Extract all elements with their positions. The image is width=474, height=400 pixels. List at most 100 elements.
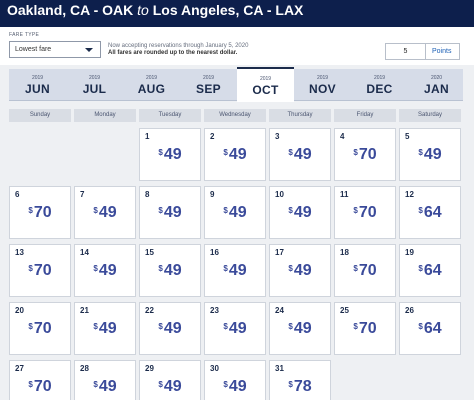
reservation-notice: Now accepting reservations through Janua… — [108, 43, 278, 57]
day-cell[interactable]: 25 $70 — [334, 302, 396, 355]
month-tab-year: 2019 — [316, 75, 329, 81]
day-fare[interactable]: $64 — [400, 262, 460, 280]
month-tab-name: NOV — [309, 82, 336, 96]
day-fare[interactable]: $49 — [75, 262, 135, 280]
day-cell[interactable]: 24 $49 — [269, 302, 331, 355]
month-tab-nov[interactable]: 2019 NOV — [294, 69, 351, 101]
day-cell[interactable]: 23 $49 — [204, 302, 266, 355]
day-cell[interactable]: 2 $49 — [204, 128, 266, 181]
day-cell[interactable]: 22 $49 — [139, 302, 201, 355]
currency-symbol: $ — [288, 380, 293, 389]
day-cell[interactable]: 19 $64 — [399, 244, 461, 297]
currency-symbol: $ — [223, 322, 228, 331]
day-cell[interactable]: 1 $49 — [139, 128, 201, 181]
route-header: Oakland, CA - OAK to Los Angeles, CA - L… — [0, 0, 474, 27]
day-cell[interactable]: 3 $49 — [269, 128, 331, 181]
fare-amount: 70 — [33, 262, 52, 279]
day-cell[interactable]: 8 $49 — [139, 186, 201, 239]
day-cell[interactable]: 14 $49 — [74, 244, 136, 297]
day-fare[interactable]: $78 — [270, 378, 330, 396]
day-fare[interactable]: $70 — [10, 320, 70, 338]
points-unit-label[interactable]: Points — [432, 48, 452, 55]
month-tab-name: SEP — [196, 82, 221, 96]
day-cell[interactable]: 6 $70 — [9, 186, 71, 239]
month-tab-name: JUN — [25, 82, 50, 96]
day-fare[interactable]: $49 — [75, 378, 135, 396]
weekday-header: Wednesday — [204, 109, 266, 122]
day-cell[interactable]: 7 $49 — [74, 186, 136, 239]
day-cell[interactable]: 10 $49 — [269, 186, 331, 239]
day-fare[interactable]: $49 — [75, 204, 135, 222]
day-cell[interactable]: 11 $70 — [334, 186, 396, 239]
day-cell[interactable]: 27 $70 — [9, 360, 71, 400]
day-number: 8 — [145, 190, 150, 199]
day-cell[interactable]: 13 $70 — [9, 244, 71, 297]
day-cell[interactable]: 12 $64 — [399, 186, 461, 239]
day-fare[interactable]: $49 — [140, 320, 200, 338]
day-cell[interactable]: 5 $49 — [399, 128, 461, 181]
day-cell[interactable]: 17 $49 — [269, 244, 331, 297]
day-number: 27 — [15, 364, 24, 373]
day-cell[interactable]: 21 $49 — [74, 302, 136, 355]
day-fare[interactable]: $49 — [140, 204, 200, 222]
currency-symbol: $ — [418, 264, 423, 273]
fare-type-dropdown[interactable]: Lowest fare — [9, 41, 101, 58]
day-fare[interactable]: $49 — [205, 204, 265, 222]
currency-symbol: $ — [288, 264, 293, 273]
day-cell[interactable]: 26 $64 — [399, 302, 461, 355]
day-cell[interactable]: 4 $70 — [334, 128, 396, 181]
day-fare[interactable]: $70 — [10, 204, 70, 222]
day-cell[interactable]: 29 $49 — [139, 360, 201, 400]
fare-amount: 49 — [163, 378, 182, 395]
day-cell[interactable]: 31 $78 — [269, 360, 331, 400]
day-fare[interactable]: $49 — [270, 262, 330, 280]
month-tab-year: 2019 — [145, 75, 158, 81]
currency-symbol: $ — [158, 380, 163, 389]
month-tab-jun[interactable]: 2019 JUN — [9, 69, 66, 101]
month-tab-jan[interactable]: 2020 JAN — [408, 69, 465, 101]
month-tab-aug[interactable]: 2019 AUG — [123, 69, 180, 101]
month-tab-sep[interactable]: 2019 SEP — [180, 69, 237, 101]
day-cell[interactable]: 18 $70 — [334, 244, 396, 297]
day-fare[interactable]: $49 — [140, 378, 200, 396]
day-fare[interactable]: $70 — [335, 262, 395, 280]
day-cell[interactable]: 28 $49 — [74, 360, 136, 400]
month-tab-oct[interactable]: 2019 OCT — [237, 67, 294, 102]
fare-amount: 70 — [358, 262, 377, 279]
day-fare[interactable]: $49 — [140, 262, 200, 280]
day-fare[interactable]: $49 — [205, 146, 265, 164]
day-fare[interactable]: $64 — [400, 320, 460, 338]
day-cell[interactable]: 9 $49 — [204, 186, 266, 239]
day-number: 2 — [210, 132, 215, 141]
fare-amount: 78 — [293, 378, 312, 395]
day-fare[interactable]: $49 — [270, 146, 330, 164]
day-fare[interactable]: $70 — [10, 262, 70, 280]
month-tab-dec[interactable]: 2019 DEC — [351, 69, 408, 101]
day-cell[interactable]: 30 $49 — [204, 360, 266, 400]
day-number: 19 — [405, 248, 414, 257]
day-fare[interactable]: $49 — [75, 320, 135, 338]
day-cell[interactable]: 15 $49 — [139, 244, 201, 297]
day-fare[interactable]: $49 — [270, 320, 330, 338]
day-fare[interactable]: $70 — [335, 320, 395, 338]
day-fare[interactable]: $49 — [140, 146, 200, 164]
day-fare[interactable]: $49 — [400, 146, 460, 164]
currency-symbol: $ — [28, 380, 33, 389]
day-fare[interactable]: $49 — [205, 320, 265, 338]
day-fare[interactable]: $70 — [335, 146, 395, 164]
day-fare[interactable]: $64 — [400, 204, 460, 222]
day-fare[interactable]: $49 — [205, 262, 265, 280]
fare-amount: 49 — [228, 320, 247, 337]
day-cell[interactable]: 16 $49 — [204, 244, 266, 297]
day-fare[interactable]: $70 — [10, 378, 70, 396]
weekday-header-row: Sunday Monday Tuesday Wednesday Thursday Frid… — [9, 109, 463, 122]
day-fare[interactable]: $70 — [335, 204, 395, 222]
fare-controls: FARE TYPE Lowest fare Now accepting rese… — [0, 27, 474, 65]
points-toggle[interactable]: 5 Points — [385, 43, 460, 60]
month-tab-jul[interactable]: 2019 JUL — [66, 69, 123, 101]
day-fare[interactable]: $49 — [205, 378, 265, 396]
points-value[interactable]: 5 — [386, 44, 426, 59]
route-separator: to — [137, 2, 149, 18]
day-cell[interactable]: 20 $70 — [9, 302, 71, 355]
day-fare[interactable]: $49 — [270, 204, 330, 222]
